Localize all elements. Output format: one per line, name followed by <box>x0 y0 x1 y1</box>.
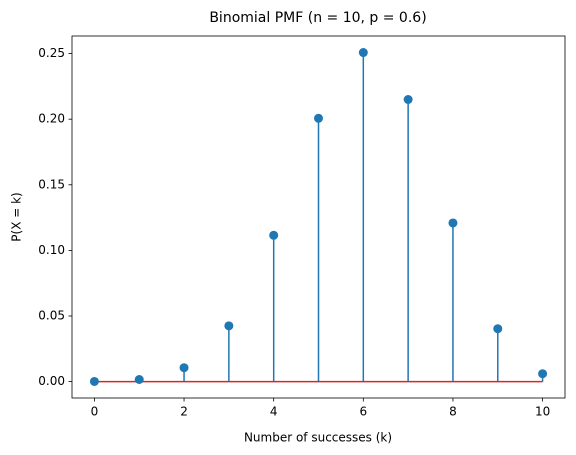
stem-marker <box>493 324 503 334</box>
stem-marker <box>448 218 458 228</box>
y-tick-label: 0.25 <box>38 46 65 60</box>
x-tick-label: 8 <box>449 405 457 419</box>
stem-marker <box>224 321 234 331</box>
stem-marker <box>134 374 144 384</box>
y-tick-label: 0.05 <box>38 308 65 322</box>
x-tick-label: 10 <box>535 405 550 419</box>
stem-marker <box>89 376 99 386</box>
y-tick-label: 0.10 <box>38 243 65 257</box>
y-axis-label: P(X = k) <box>10 192 24 241</box>
y-tick-label: 0.20 <box>38 112 65 126</box>
x-tick-label: 6 <box>359 405 367 419</box>
x-tick-label: 0 <box>91 405 99 419</box>
stem-marker <box>179 363 189 373</box>
stem-marker <box>403 95 413 105</box>
chart-title: Binomial PMF (n = 10, p = 0.6) <box>209 10 426 26</box>
x-axis-label: Number of successes (k) <box>244 431 392 445</box>
stem-marker <box>269 230 279 240</box>
y-tick-label: 0.15 <box>38 177 65 191</box>
y-tick-label: 0.00 <box>38 374 65 388</box>
stem-marker <box>314 113 323 123</box>
x-tick-label: 4 <box>270 405 278 419</box>
axes-frame <box>71 35 566 399</box>
x-tick-label: 2 <box>180 405 188 419</box>
stem-marker <box>358 48 368 58</box>
stem-marker <box>538 369 548 379</box>
